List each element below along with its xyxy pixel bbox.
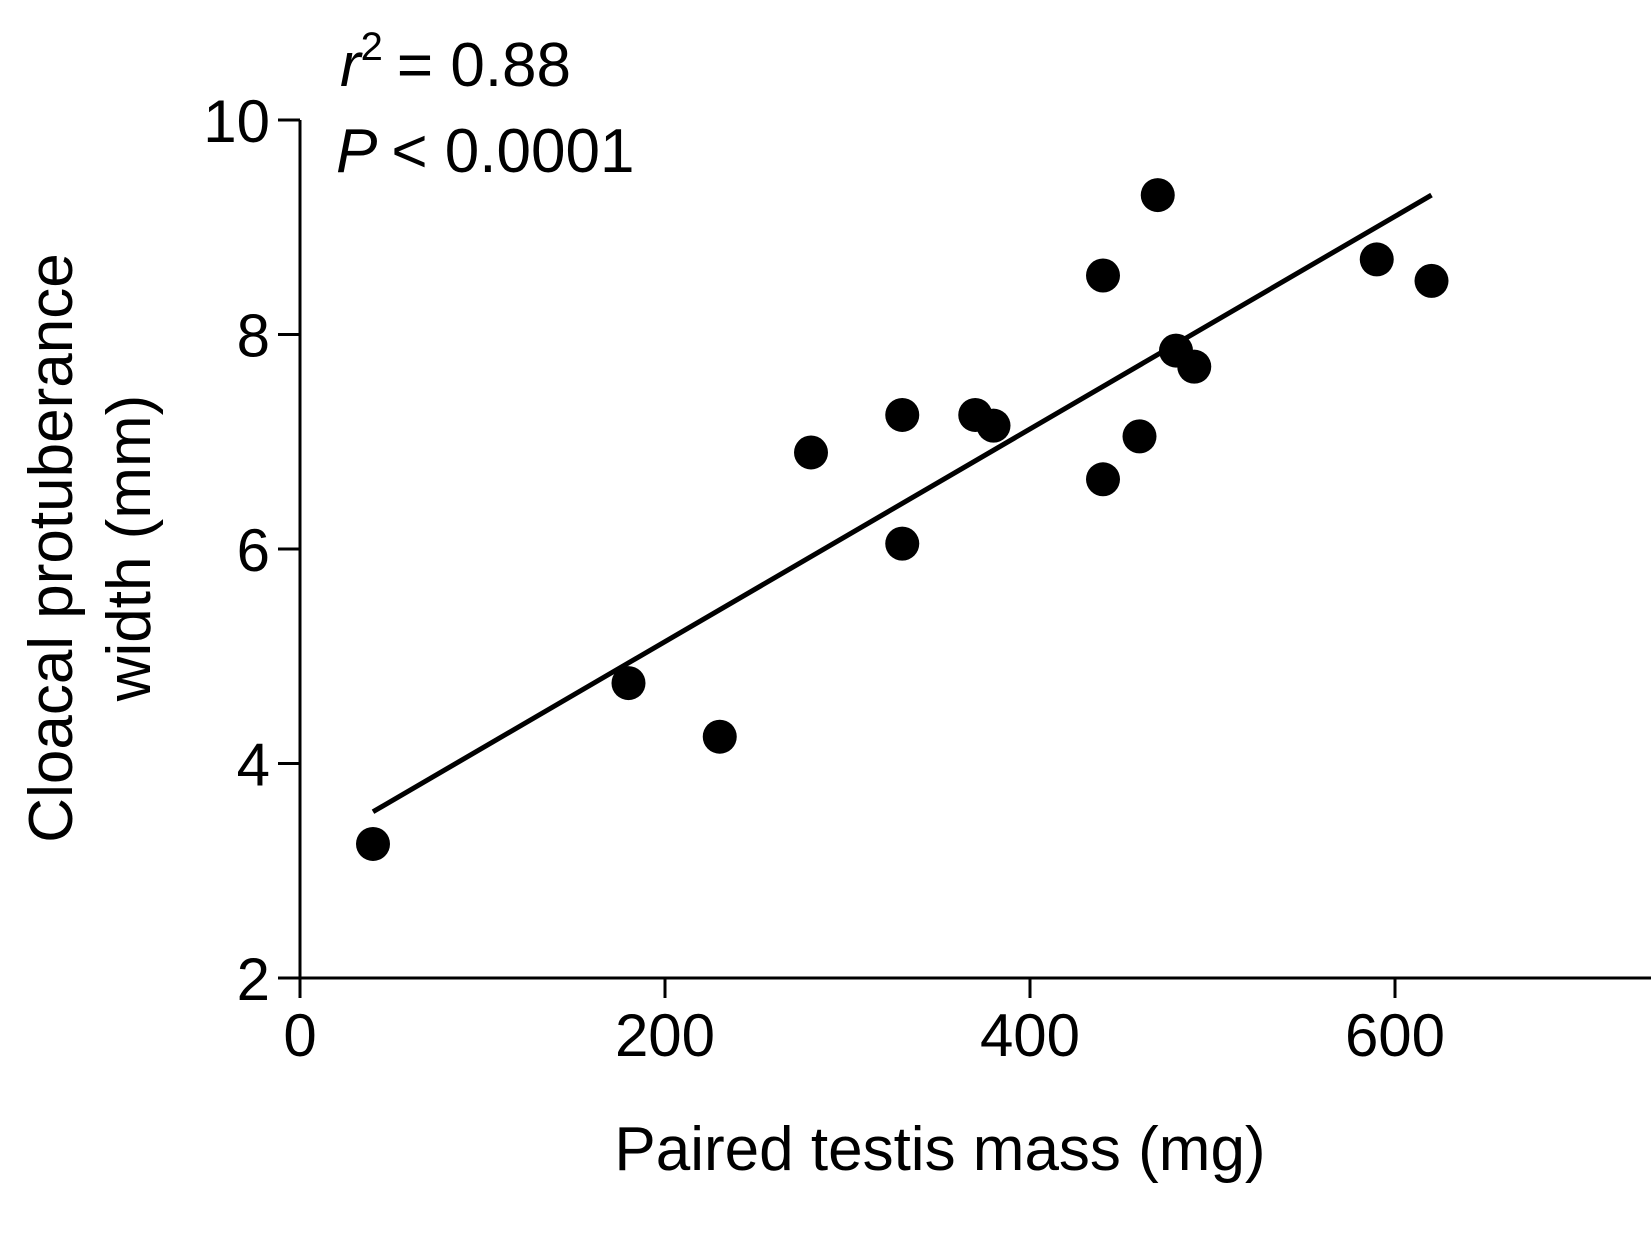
r-symbol: r (340, 31, 363, 100)
data-point (1122, 419, 1157, 454)
p-value: < 0.0001 (391, 117, 634, 186)
y-tick-label: 4 (237, 732, 270, 799)
p-value-annotation: P < 0.0001 (336, 117, 634, 186)
axes (298, 120, 1651, 980)
x-axis-title: Paired testis mass (mg) (614, 1115, 1265, 1184)
data-point (885, 397, 920, 432)
y-tick-label: 8 (237, 303, 270, 370)
y-axis-title-line-2: width (mm) (95, 395, 164, 703)
data-point (794, 435, 828, 470)
r-squared-value: = 0.88 (397, 31, 571, 100)
data-point (356, 826, 390, 861)
y-tick-label: 6 (237, 517, 270, 584)
y-ticks: 2 4 6 8 10 (203, 88, 300, 1013)
data-points (356, 178, 1449, 861)
x-tick-label: 200 (615, 1002, 715, 1069)
y-tick-label: 10 (203, 88, 270, 155)
data-point (611, 666, 646, 701)
y-tick-label: 2 (237, 946, 270, 1013)
data-point (976, 408, 1011, 443)
r-exponent: 2 (361, 25, 383, 69)
y-axis-title-line-1: Cloacal protuberance (17, 253, 86, 842)
data-point (1414, 263, 1449, 298)
r-squared-annotation: r2 = 0.88 (340, 25, 571, 100)
data-point (1140, 178, 1175, 213)
x-tick-label: 0 (283, 1002, 316, 1069)
p-symbol: P (336, 117, 377, 186)
data-point (885, 526, 920, 561)
data-point (702, 719, 737, 754)
data-point (1086, 258, 1120, 293)
data-point (1086, 462, 1120, 497)
data-point (1359, 242, 1394, 277)
regression-line (371, 192, 1433, 814)
data-point (1177, 349, 1212, 384)
y-axis-title: Cloacal protuberance width (mm) (17, 253, 164, 842)
x-tick-label: 400 (980, 1002, 1080, 1069)
x-tick-label: 600 (1345, 1002, 1445, 1069)
statistics-annotation: r2 = 0.88 P < 0.0001 (336, 25, 634, 186)
x-ticks: 0 200 400 600 (283, 978, 1445, 1069)
